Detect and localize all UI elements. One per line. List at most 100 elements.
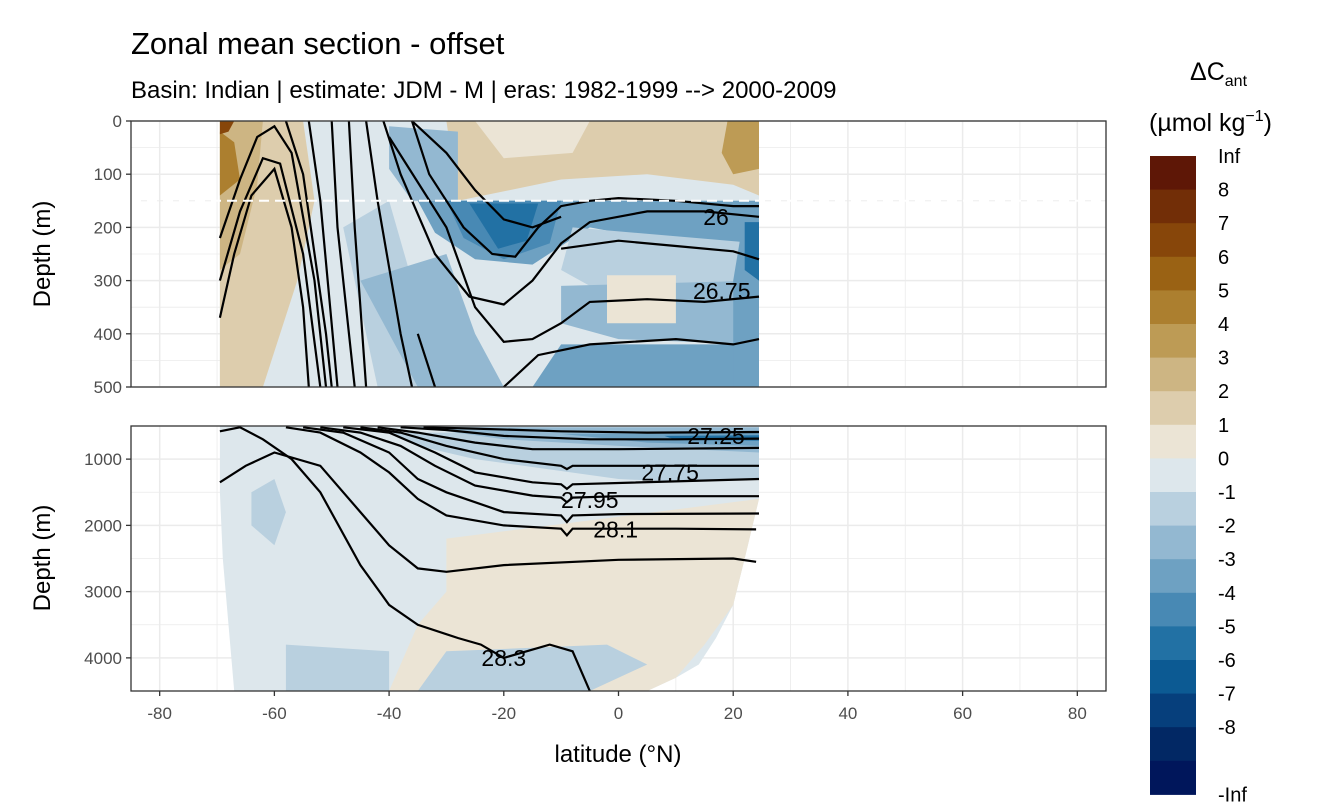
legend-label: 2 [1218,381,1229,403]
legend-label: -5 [1218,616,1236,638]
x-tick-label: 0 [614,704,623,723]
x-tick-label: -20 [492,704,517,723]
legend-label: 1 [1218,415,1229,437]
isopycnal-line [284,120,333,388]
field-region [360,254,504,387]
legend-label: 5 [1218,280,1229,302]
field-region [417,644,648,691]
isopycnal-line [347,120,368,388]
field-region [219,131,240,196]
y-tick-label: 0 [113,112,122,131]
chart-title: Zonal mean section - offset [131,26,505,61]
upper-field [219,121,759,387]
legend-swatch [1150,424,1196,459]
legend-label: -Inf [1218,784,1247,806]
legend-swatch [1150,256,1196,291]
field-region [744,222,759,281]
field-region [721,121,759,175]
field-region [532,344,759,387]
y-tick-label: 4000 [84,649,122,668]
isopycnal-line [307,120,339,388]
legend-swatch [1150,324,1196,359]
isopycnal-line [423,426,760,434]
x-tick-label: 40 [838,704,857,723]
isopycnal-label: 27.25 [687,423,745,449]
isopycnal-line [503,337,760,388]
lower-y-ticks: 1000 2000 3000 4000 [84,450,131,668]
y-tick-label: 3000 [84,583,122,602]
isopycnal-line [382,120,760,306]
legend-label: 3 [1218,348,1229,370]
field-region [469,203,539,249]
isopycnal-line [320,426,759,504]
isopycnal-line [218,124,328,388]
legend-label: -1 [1218,482,1236,504]
field-region [219,121,235,135]
isopycnal-line [410,120,759,258]
legend-label: -7 [1218,684,1236,706]
legend-swatch [1150,525,1196,560]
x-tick-label: 80 [1068,704,1087,723]
legend-label: -4 [1218,583,1236,605]
legend-swatch [1150,357,1196,392]
isopycnal-line [560,239,760,261]
upper-y-axis-label: Depth (m) [29,201,56,308]
isopycnal-label: 28.3 [481,645,526,671]
isopycnal-label: 26.75 [693,278,751,304]
lower-field [219,426,759,691]
x-tick-label: -60 [262,704,287,723]
lower-isopycnals [219,426,760,692]
legend-swatch [1150,458,1196,493]
isopycnal-line [219,426,591,692]
isopycnal-label: 28.1 [593,516,638,542]
legend-swatch [1150,693,1196,728]
legend-swatch [1150,391,1196,426]
isopycnal-label: 27.95 [561,487,619,513]
legend-label: -3 [1218,549,1236,571]
legend-swatch [1150,660,1196,695]
y-tick-label: 300 [94,272,122,291]
isopycnal-line [377,426,760,451]
isopycnal-line [343,426,760,491]
legend-label: 8 [1218,180,1229,202]
isopycnal-line [219,451,757,573]
legend-label: 7 [1218,213,1229,235]
legend-colorbar: Inf 8 7 6 5 4 3 2 1 0 -1 -2 -3 -4 -5 -6 -7 -8 -Inf [1150,146,1247,806]
field-region [285,644,390,691]
legend-title: ΔCant [1190,58,1248,90]
x-tick-label: -40 [377,704,402,723]
field-region [389,498,759,691]
isopycnal-line [400,426,760,441]
legend-swatch [1150,189,1196,224]
legend-label: 4 [1218,314,1229,336]
legend-swatch [1150,290,1196,325]
legend-swatch [1150,156,1196,191]
field-region [446,479,759,513]
upper-isopycnal-labels: 26 26.75 [693,204,751,304]
lower-isopycnal-labels: 27.25 27.75 27.95 28.1 28.3 [481,423,744,671]
x-axis-ticks: -80 -60 -40 -20 0 20 40 60 80 [147,691,1087,723]
isopycnal-label: 27.75 [641,459,699,485]
isopycnal-line [285,426,757,537]
x-axis-label: latitude (°N) [555,741,682,768]
legend-swatch [1150,760,1196,795]
legend: ΔCant (µmol kg−1) Inf 8 7 6 5 4 3 2 1 0 -1 -2 -3 -4 -5… [1149,58,1272,806]
legend-swatch [1150,223,1196,258]
x-tick-label: -80 [147,704,172,723]
upper-panel: 26 26.75 0 100 200 300 400 500 Depth (m) [29,112,1107,397]
isopycnal-line [360,426,759,471]
isopycnal-line [411,120,562,229]
isopycnal-line [218,166,310,388]
upper-isopycnals [218,120,760,388]
legend-label: -6 [1218,650,1236,672]
upper-panel-border [130,120,1107,388]
isopycnal-line [330,120,356,388]
legend-swatch [1150,626,1196,661]
legend-swatch [1150,727,1196,762]
y-tick-label: 1000 [84,450,122,469]
lower-panel: 27.25 27.75 27.95 28.1 28.3 1000 2000 3000 4000… [29,423,1107,692]
legend-label: 0 [1218,448,1229,470]
legend-swatch [1150,492,1196,527]
isopycnal-line [218,156,322,388]
